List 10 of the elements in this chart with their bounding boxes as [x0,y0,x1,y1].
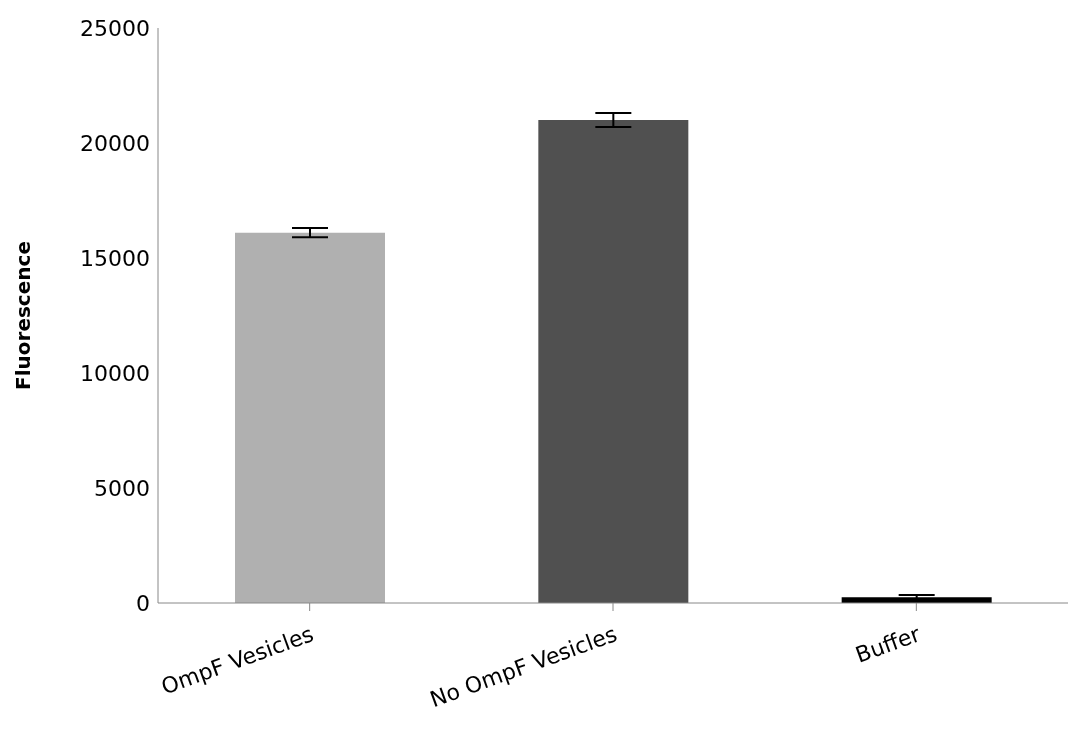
y-tick-label: 20000 [80,130,150,156]
y-tick-label: 0 [136,590,150,616]
bar [235,232,385,603]
y-tick-label: 15000 [80,245,150,271]
y-tick-label: 5000 [94,475,150,501]
y-tick-label: 10000 [80,360,150,386]
x-tick-label: Buffer [852,620,925,668]
y-tick-label: 25000 [80,15,150,41]
bar [538,120,689,603]
y-axis-title: Fluorescence [11,241,36,390]
